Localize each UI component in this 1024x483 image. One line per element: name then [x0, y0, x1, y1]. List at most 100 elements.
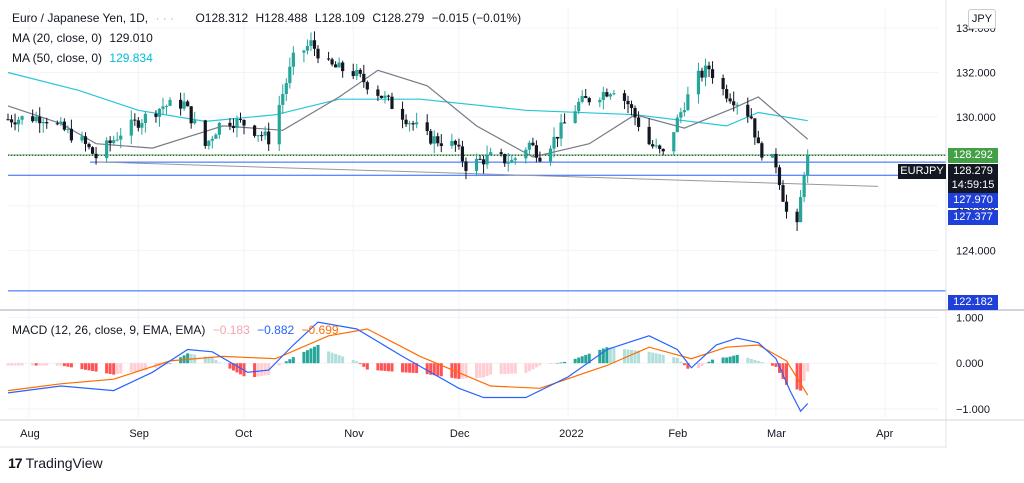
macd-histogram-bar: [584, 354, 588, 364]
macd-histogram-bar: [235, 363, 239, 373]
macd-histogram-bar: [531, 363, 535, 370]
macd-histogram-bar: [637, 350, 641, 364]
macd-histogram-bar: [334, 353, 338, 364]
candle-body: [362, 73, 366, 83]
candle-body: [140, 122, 144, 128]
candle-body: [291, 52, 295, 67]
candle-body: [770, 153, 775, 158]
macd-histogram-bar: [87, 363, 91, 371]
candle-body: [503, 154, 507, 164]
candle-body: [228, 122, 232, 126]
macd-histogram-bar: [633, 350, 637, 364]
time-tick-label: Mar: [767, 428, 786, 440]
macd-histogram-bar: [464, 363, 468, 379]
candle-body: [365, 82, 369, 90]
candle-body: [312, 40, 317, 49]
macd-histogram-bar: [10, 363, 14, 366]
macd-histogram-bar: [534, 363, 538, 368]
candle-body: [432, 136, 436, 144]
candle-body: [309, 40, 313, 46]
macd-histogram-bar: [704, 363, 707, 364]
macd-histogram-bar: [69, 363, 73, 368]
candle-body: [728, 98, 732, 102]
time-tick-label: Aug: [20, 428, 40, 440]
candle-body: [6, 119, 10, 121]
candle-body: [460, 146, 465, 162]
macd-histogram-bar: [214, 360, 218, 364]
candle-body: [284, 83, 288, 95]
macd-histogram-bar: [795, 363, 799, 390]
macd-histogram-bar: [746, 357, 750, 364]
macd-histogram-bar: [281, 363, 285, 364]
candle-body: [66, 128, 70, 130]
macd-histogram-bar: [337, 355, 341, 364]
candle-body: [661, 148, 665, 152]
candle-body: [351, 71, 355, 77]
candle-body: [506, 162, 510, 164]
candle-body: [481, 159, 486, 165]
macd-histogram-bar: [482, 363, 486, 378]
macd-histogram-bar: [253, 363, 257, 378]
low-value: L128.109: [314, 11, 365, 25]
macd-legend[interactable]: MACD (12, 26, close, 9, EMA, EMA) −0.183…: [12, 323, 343, 337]
macd-histogram-bar: [682, 363, 686, 366]
ma20-legend[interactable]: MA (20, close, 0) 129.010: [12, 31, 157, 45]
candle-body: [341, 62, 345, 72]
macd-histogram-bar: [133, 363, 137, 372]
ma50-legend[interactable]: MA (50, close, 0) 129.834: [12, 51, 157, 65]
tradingview-logo[interactable]: 17 TradingView: [8, 455, 103, 471]
macd-histogram-bar: [601, 348, 605, 364]
signal-line: [7, 328, 809, 396]
candle-body: [164, 105, 169, 107]
candle-body: [672, 132, 676, 152]
macd-histogram-bar: [390, 363, 394, 372]
candle-body: [217, 122, 221, 135]
candle-body: [457, 144, 461, 147]
candle-body: [411, 123, 415, 125]
candle-body: [136, 120, 140, 128]
candle-body: [682, 110, 686, 113]
candle-body: [605, 92, 609, 97]
macd-histogram-bar: [460, 363, 464, 379]
macd-histogram-bar: [605, 347, 609, 364]
candle-body: [453, 140, 457, 145]
macd-histogram-bar: [513, 363, 517, 374]
candle-body: [157, 108, 162, 117]
candle-body: [806, 155, 810, 176]
candle-body: [707, 65, 711, 70]
macd-histogram-bar: [376, 363, 380, 371]
candle-body: [277, 104, 281, 145]
macd-histogram-bar: [108, 363, 112, 375]
macd-histogram-bar: [263, 363, 267, 376]
dots-icon[interactable]: · · ·: [155, 11, 175, 25]
candle-body: [69, 128, 74, 141]
candle-body: [548, 148, 553, 162]
candle-body: [41, 122, 45, 124]
candle-body: [404, 119, 408, 125]
candle-body: [400, 108, 405, 120]
price-tick-label: 124.000: [956, 245, 996, 257]
macd-histogram-bar: [721, 357, 725, 364]
candle-body: [326, 58, 331, 60]
candle-body: [636, 117, 641, 127]
macd-histogram-bar: [341, 356, 345, 364]
candle-body: [203, 120, 207, 146]
change-value: −0.015 (−0.01%): [431, 11, 522, 25]
candle-body: [439, 143, 443, 146]
ma50-line: [7, 71, 808, 127]
macd-histogram-bar: [552, 363, 556, 364]
symbol-tag: EURJPY: [898, 164, 946, 179]
candle-body: [383, 95, 387, 98]
macd-histogram-bar: [358, 363, 362, 365]
macd-histogram-bar: [785, 363, 789, 385]
macd-histogram-bar: [38, 363, 42, 366]
macd-histogram-bar: [510, 363, 514, 374]
macd-histogram-bar: [115, 363, 119, 375]
currency-button[interactable]: JPY: [968, 9, 996, 29]
symbol-name[interactable]: Euro / Japanese Yen, 1D,: [12, 11, 149, 25]
macd-histogram-bar: [284, 361, 288, 364]
countdown-tag: 14:59:15: [948, 178, 998, 193]
time-tick-label: Oct: [235, 428, 252, 440]
candle-body: [721, 78, 725, 90]
macd-histogram-bar: [696, 363, 700, 369]
